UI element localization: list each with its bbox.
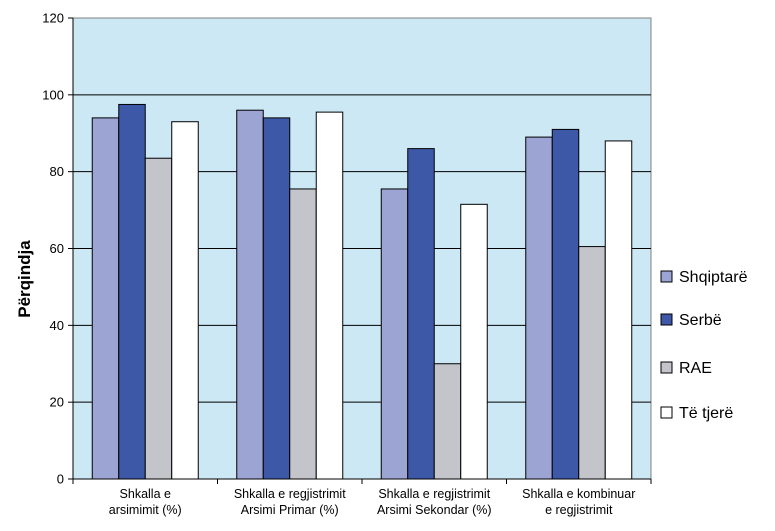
bar	[380, 188, 409, 480]
bar	[407, 148, 435, 480]
legend-label: RAE	[679, 360, 712, 377]
x-category-label-line: Arsimi Primar (%)	[241, 503, 339, 517]
x-category-label-line: Shkalla e kombinuar	[522, 487, 635, 501]
bars	[91, 103, 633, 480]
legend: Shqiptarë Serbë RAE Të tjerë	[660, 269, 748, 422]
y-tick-label: 120	[42, 11, 64, 26]
bar	[525, 136, 553, 480]
x-category-label-line: e regjistrimit	[545, 503, 613, 517]
bar	[118, 103, 146, 480]
bar	[91, 117, 120, 480]
bar	[289, 188, 317, 480]
bar	[578, 246, 606, 480]
legend-label: Shqiptarë	[679, 269, 748, 286]
x-category-label: Shkalla e regjistrimit Arsimi Sekondar (%…	[377, 487, 492, 517]
bar	[171, 121, 199, 480]
legend-swatch	[660, 361, 673, 374]
y-tick-label: 0	[57, 472, 64, 487]
legend-swatch	[660, 270, 673, 283]
y-tick-label: 100	[42, 87, 64, 102]
legend-label: Të tjerë	[679, 405, 733, 422]
bar	[433, 363, 462, 480]
x-category-label-line: Shkalla e regjistrimit	[234, 487, 346, 501]
legend-label: Serbë	[679, 312, 722, 329]
bar	[604, 140, 633, 480]
legend-swatch	[660, 406, 673, 419]
bar	[551, 128, 580, 480]
y-tick-label: 80	[50, 164, 64, 179]
x-category-label: Shkalla e regjistrimit Arsimi Primar (%)	[234, 487, 346, 517]
y-axis-title: Përqindja	[15, 240, 34, 318]
x-category-label-line: arsimimit (%)	[109, 503, 182, 517]
y-tick-label: 20	[50, 395, 64, 410]
x-category-label: Shkalla e arsimimit (%)	[109, 487, 182, 517]
y-tick-label: 60	[50, 241, 64, 256]
legend-swatch	[660, 313, 673, 326]
y-tick-label: 40	[50, 318, 64, 333]
bar	[460, 203, 488, 480]
x-category-label-line: Shkalla e	[120, 487, 171, 501]
bar	[236, 109, 264, 480]
x-category-label-line: Arsimi Sekondar (%)	[377, 503, 492, 517]
x-category-label: Shkalla e kombinuar e regjistrimit	[522, 487, 635, 517]
bar	[144, 157, 173, 480]
bar	[315, 111, 344, 480]
x-category-label-line: Shkalla e regjistrimit	[378, 487, 490, 501]
bar	[262, 117, 291, 480]
